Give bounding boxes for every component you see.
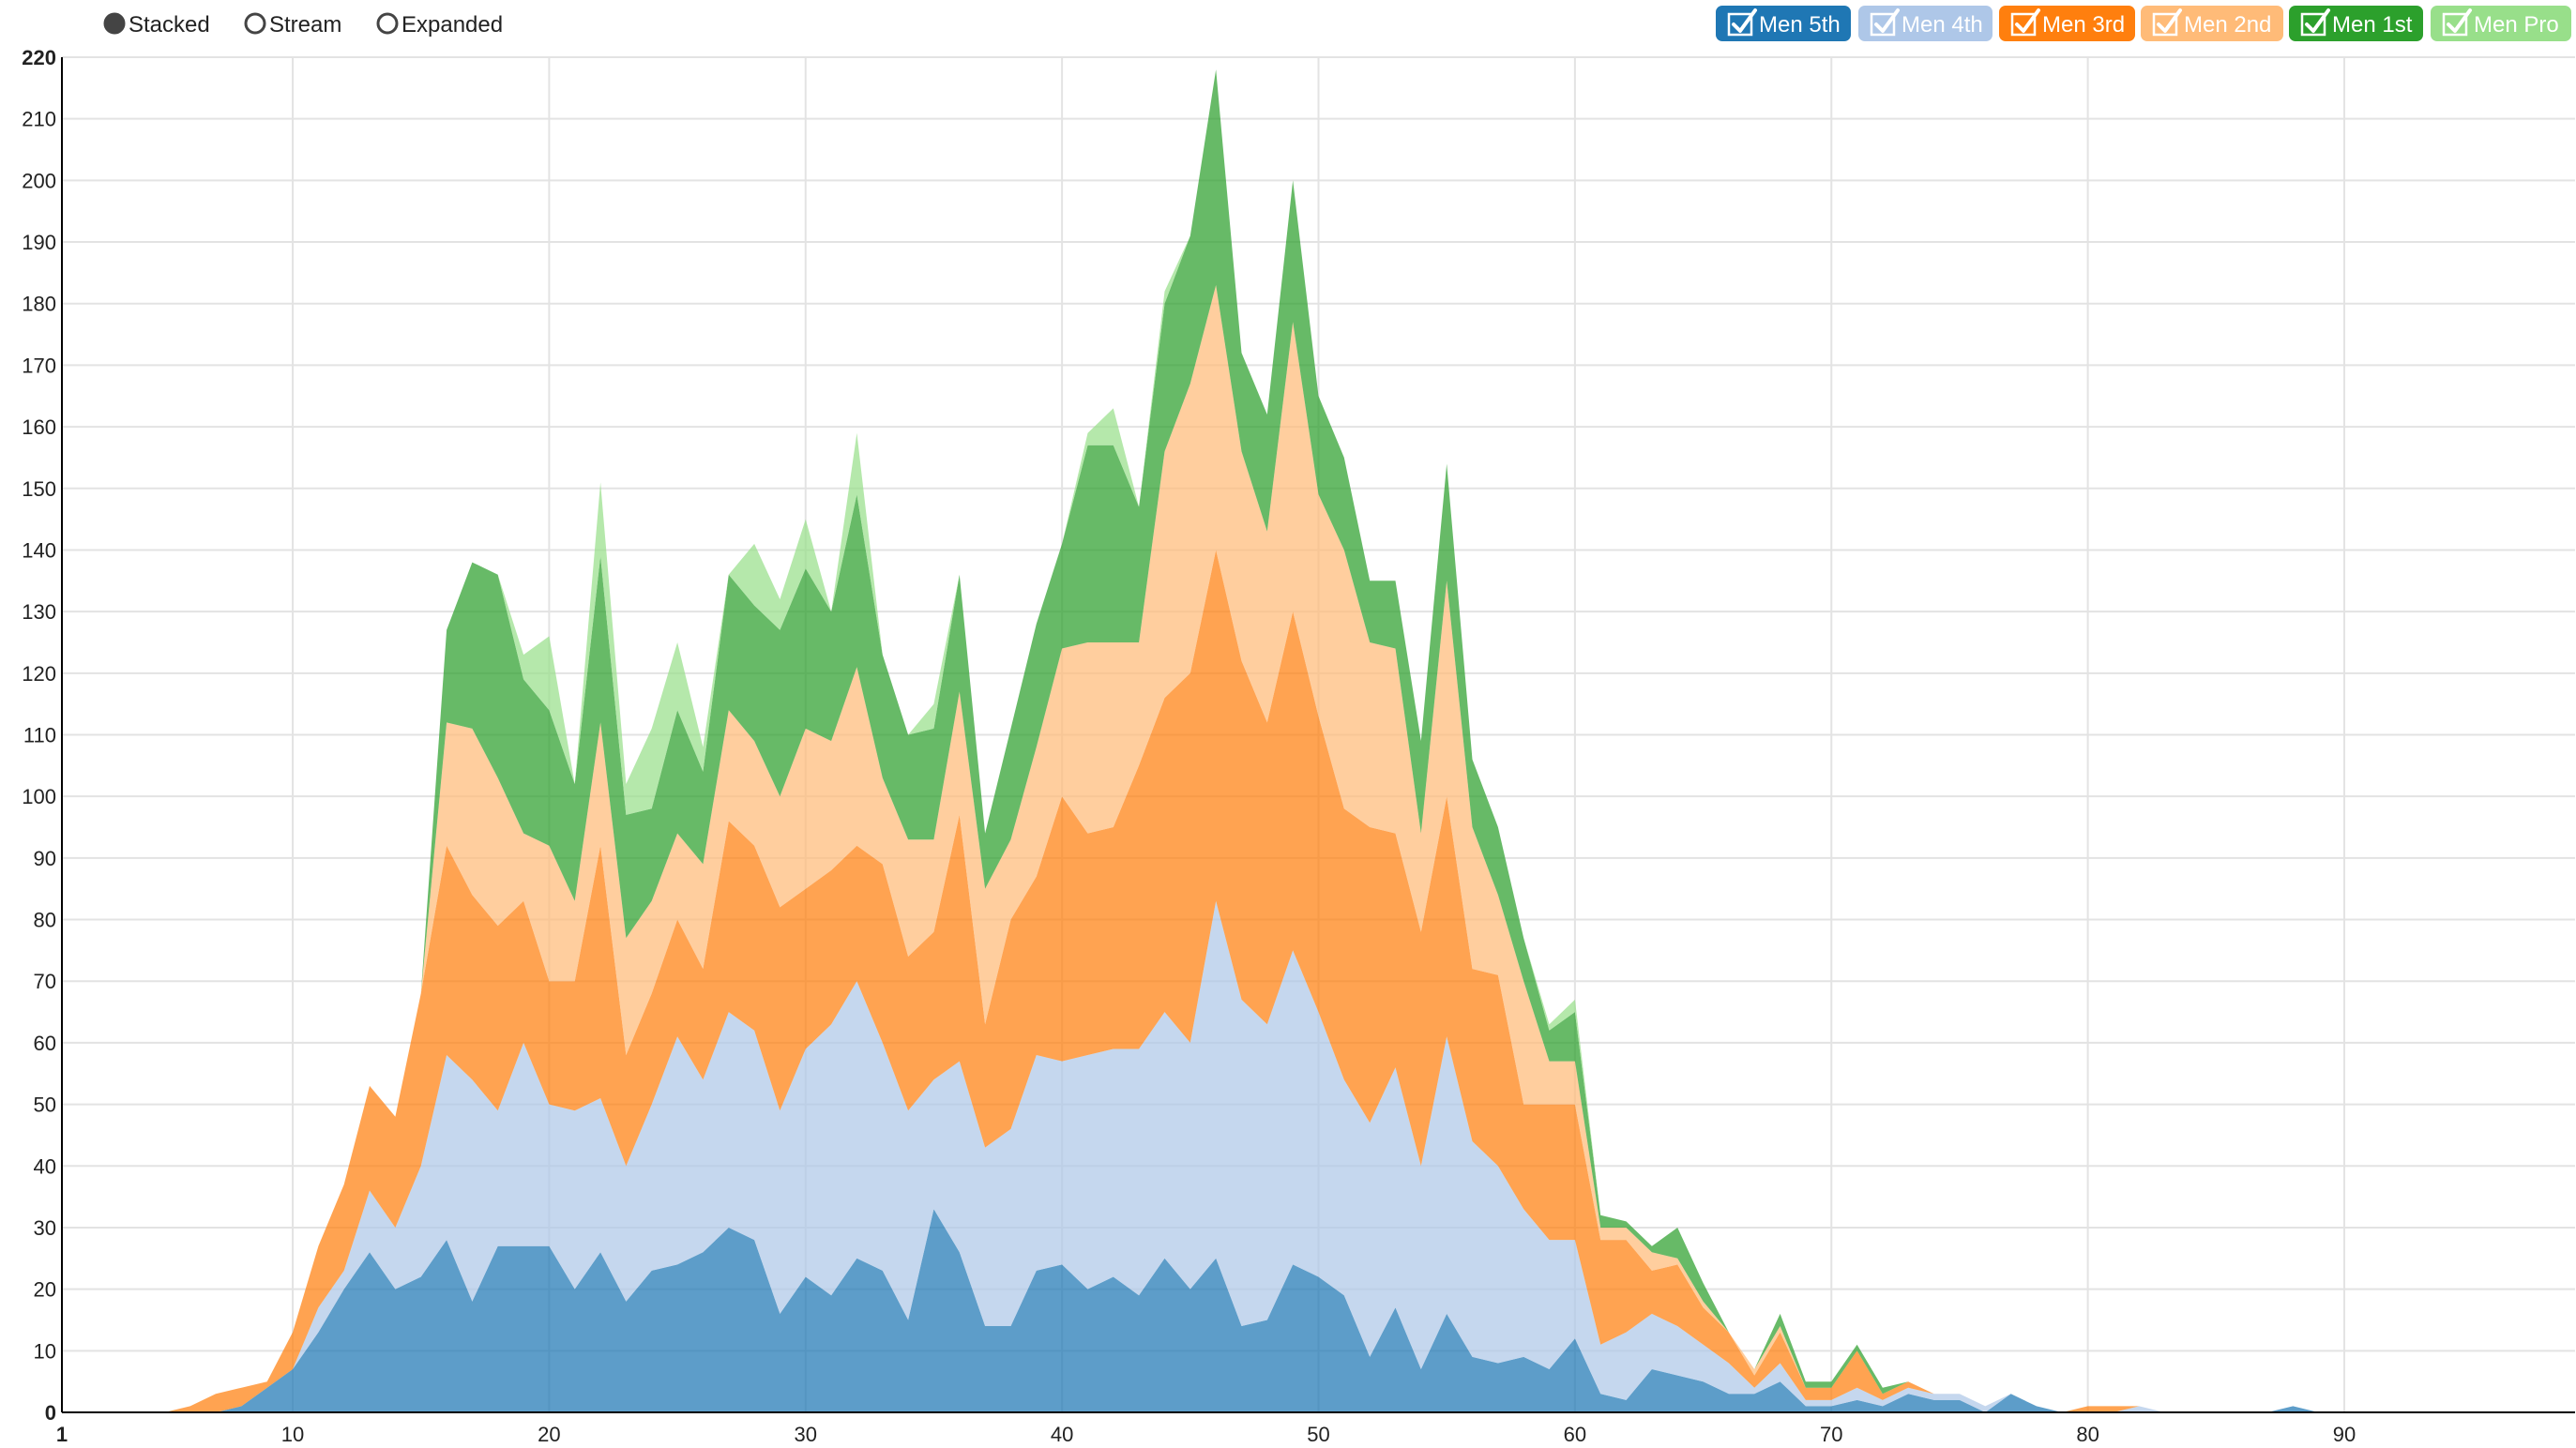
y-tick-label-190: 190 (22, 231, 56, 254)
y-tick-label-140: 140 (22, 538, 56, 562)
area-series-men-pro[interactable] (62, 69, 2575, 1413)
x-tick-label-1: 1 (56, 1423, 68, 1446)
x-tick-label-90: 90 (2333, 1423, 2356, 1446)
legend-label-men-5th: Men 5th (1759, 12, 1841, 38)
checkbox-checked-icon (1870, 8, 1900, 37)
y-tick-label-210: 210 (22, 108, 56, 131)
area-series-group (62, 69, 2575, 1413)
y-tick-label-160: 160 (22, 415, 56, 439)
y-tick-label-50: 50 (34, 1094, 56, 1117)
x-tick-label-50: 50 (1307, 1423, 1329, 1446)
y-tick-label-90: 90 (34, 847, 56, 870)
y-tick-label-70: 70 (34, 970, 56, 993)
axes: 0102030405060708090100110120130140150160… (22, 46, 2575, 1446)
chart-style-controls: Stacked Stream Expanded (103, 12, 503, 38)
checkbox-checked-icon (2152, 8, 2182, 37)
y-tick-label-10: 10 (34, 1339, 56, 1363)
y-tick-label-220: 220 (22, 46, 56, 69)
checkbox-checked-icon (1727, 8, 1757, 37)
y-tick-label-60: 60 (34, 1032, 56, 1055)
legend-item-men-4th[interactable]: Men 4th (1858, 6, 1993, 41)
y-tick-label-80: 80 (34, 909, 56, 932)
radio-expanded[interactable]: Expanded (376, 12, 503, 38)
y-tick-label-110: 110 (23, 724, 56, 747)
legend-item-men-5th[interactable]: Men 5th (1716, 6, 1851, 41)
y-tick-label-200: 200 (22, 169, 56, 192)
y-tick-label-0: 0 (45, 1401, 56, 1425)
y-tick-label-150: 150 (22, 477, 56, 501)
y-tick-label-30: 30 (34, 1216, 56, 1240)
x-tick-label-20: 20 (538, 1423, 560, 1446)
x-tick-label-70: 70 (1820, 1423, 1842, 1446)
radio-label-stream: Stream (269, 12, 341, 38)
legend-label-men-2nd: Men 2nd (2184, 12, 2271, 38)
x-tick-label-60: 60 (1564, 1423, 1586, 1446)
area-series-men-2nd[interactable] (62, 285, 2575, 1412)
x-tick-label-40: 40 (1051, 1423, 1073, 1446)
checkbox-checked-icon (2010, 8, 2040, 37)
y-tick-label-20: 20 (34, 1278, 56, 1302)
radio-stacked[interactable]: Stacked (103, 12, 210, 38)
legend-label-men-1st: Men 1st (2332, 12, 2413, 38)
x-tick-label-80: 80 (2076, 1423, 2099, 1446)
legend-item-men-2nd[interactable]: Men 2nd (2141, 6, 2283, 41)
legend-item-men-1st[interactable]: Men 1st (2289, 6, 2423, 41)
radio-label-expanded: Expanded (402, 12, 503, 38)
radio-circle-icon (103, 12, 126, 35)
y-tick-label-120: 120 (22, 662, 56, 686)
x-tick-label-10: 10 (281, 1423, 304, 1446)
y-tick-label-100: 100 (22, 785, 56, 808)
legend-item-men-pro[interactable]: Men Pro (2431, 6, 2571, 41)
legend-label-men-pro: Men Pro (2474, 12, 2559, 38)
y-tick-label-40: 40 (34, 1154, 56, 1178)
area-series-men-5th[interactable] (62, 1209, 2575, 1412)
legend: Men 5th Men 4th Men 3rd Men 2nd Men 1st Men P… (1716, 6, 2571, 41)
radio-label-stacked: Stacked (129, 12, 210, 38)
checkbox-checked-icon (2442, 8, 2472, 37)
legend-label-men-3rd: Men 3rd (2042, 12, 2125, 38)
y-tick-label-170: 170 (22, 354, 56, 377)
checkbox-checked-icon (2300, 8, 2330, 37)
legend-label-men-4th: Men 4th (1902, 12, 1983, 38)
x-tick-label-30: 30 (795, 1423, 817, 1446)
area-series-men-4th[interactable] (62, 900, 2575, 1412)
area-series-men-3rd[interactable] (62, 550, 2575, 1413)
radio-circle-icon (244, 12, 266, 35)
radio-circle-icon (376, 12, 399, 35)
legend-item-men-3rd[interactable]: Men 3rd (1999, 6, 2135, 41)
y-tick-label-180: 180 (22, 293, 56, 316)
y-tick-label-130: 130 (22, 600, 56, 624)
radio-stream[interactable]: Stream (244, 12, 341, 38)
